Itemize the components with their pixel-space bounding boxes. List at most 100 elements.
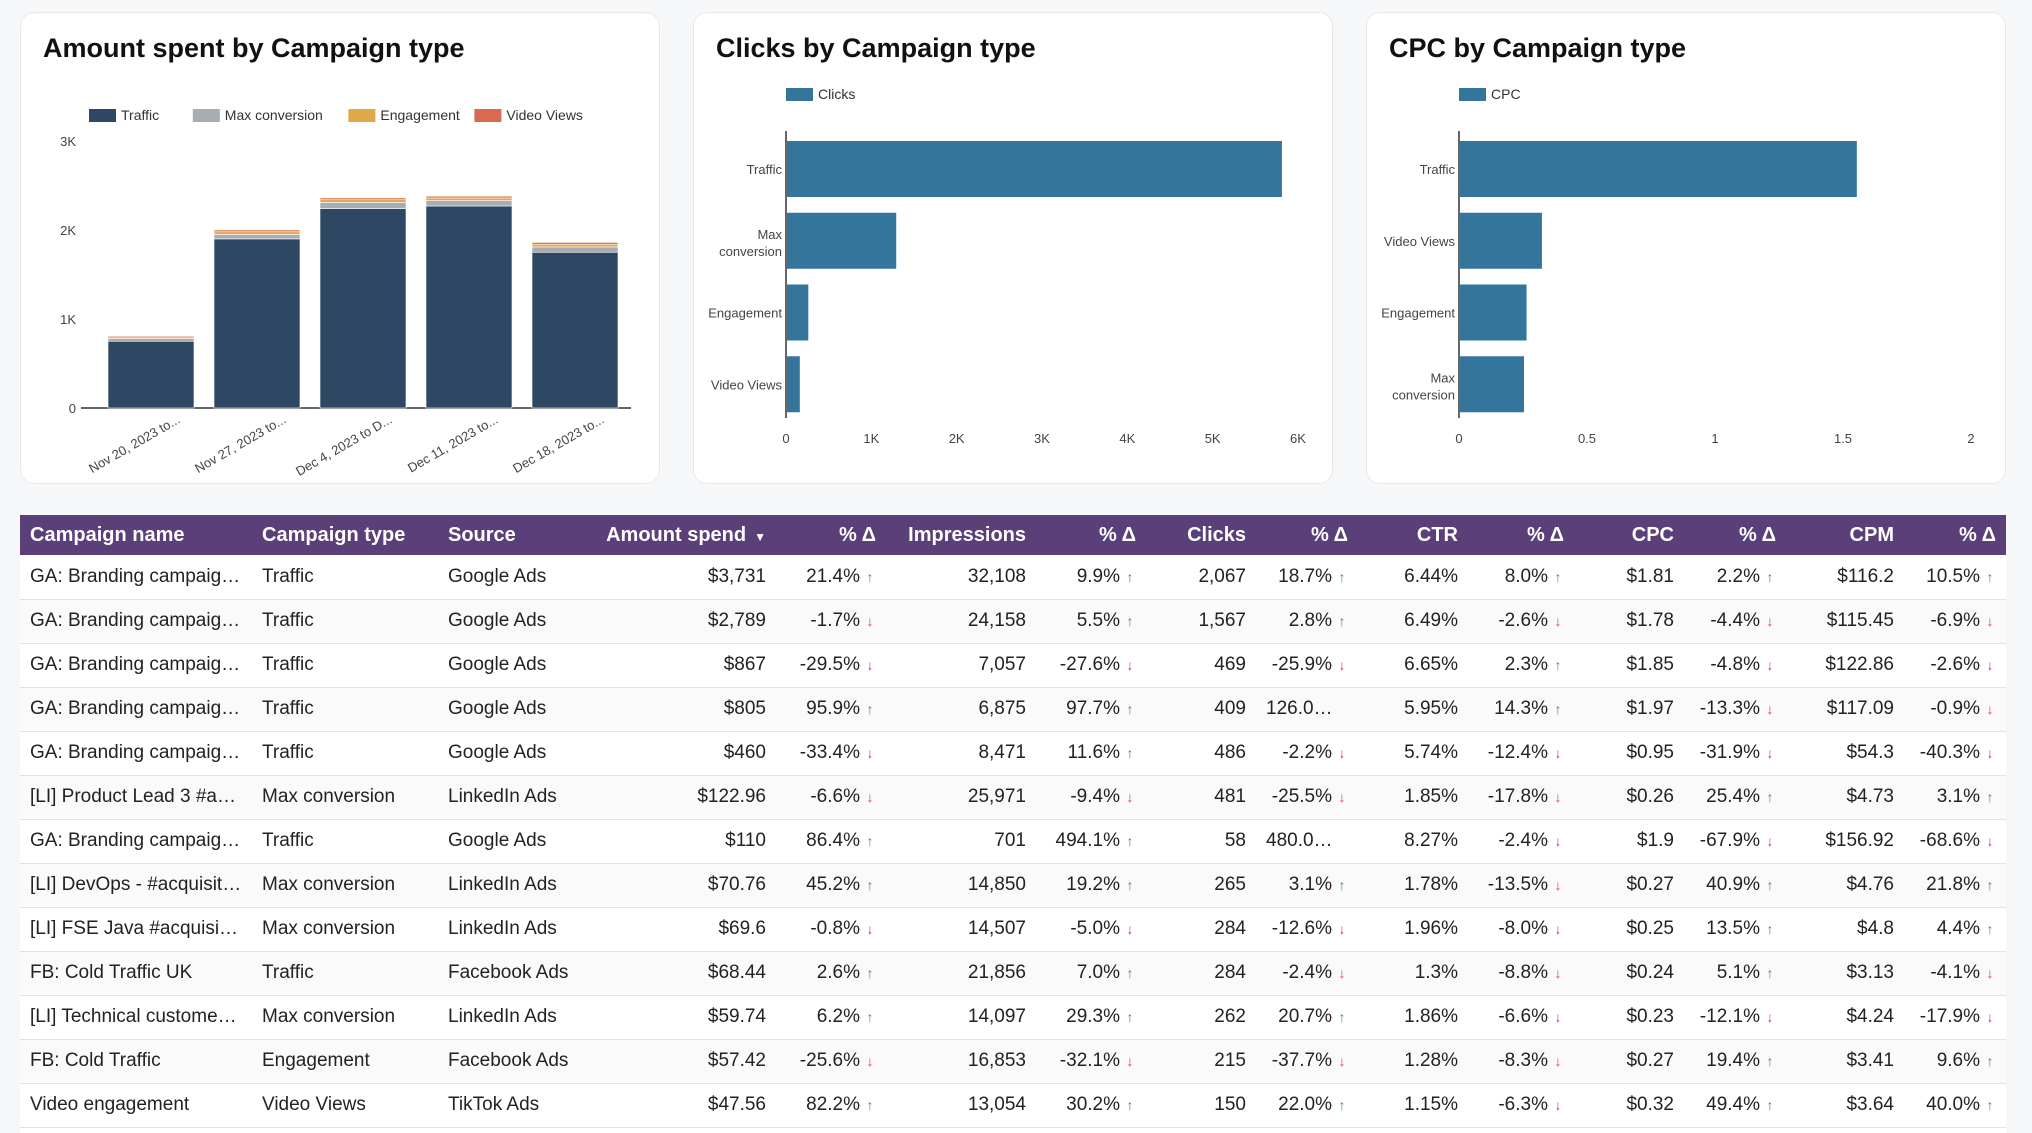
column-header-4[interactable]: % Δ [776,515,886,555]
y-tick-label: Traffic [747,162,783,177]
column-header-12[interactable]: % Δ [1684,515,1786,555]
column-header-label: % Δ [1959,523,1996,546]
table-row[interactable]: GA: Branding campaign… Traffic Google Ads $… [20,599,2006,644]
trend-up-icon: ↑ [866,1097,874,1113]
trend-down-icon: ↓ [866,921,874,937]
table-cell: -67.9% ↓ [1684,819,1786,864]
column-header-label: Campaign type [262,523,406,546]
cell-value: 24,158 [967,610,1026,631]
column-header-label: % Δ [839,523,876,546]
column-header-13[interactable]: CPM [1786,515,1904,555]
table-cell: $117.09 [1786,687,1904,732]
table-cell: -2.4% ↓ [1468,819,1574,864]
cell-value: Engagement [262,1050,370,1071]
cell-value: 95.9% [806,698,860,719]
table-row[interactable]: [LI] FSE Java #acquisiti… Max conversion L… [20,907,2006,952]
table-row[interactable]: FB: Cold Traffic UK Traffic Facebook Ads $6… [20,951,2006,996]
clicks-title: Clicks by Campaign type [716,33,1036,63]
column-header-1[interactable]: Campaign type [252,515,438,555]
table-row[interactable]: GA: Branding campaign… Traffic Google Ads $… [20,819,2006,864]
column-header-10[interactable]: % Δ [1468,515,1574,555]
trend-up-icon: ↑ [1986,789,1994,805]
sort-desc-icon[interactable]: ▼ [754,529,766,544]
trend-down-icon: ↓ [866,745,874,761]
column-header-3[interactable]: Amount spend ▼ [588,515,776,555]
table-cell: 481 [1146,775,1256,820]
table-cell: 5.74% [1358,731,1468,776]
table-cell: GA: Branding campaign… [20,599,252,644]
table-cell: 16,853 [886,1039,1036,1084]
column-header-9[interactable]: CTR [1358,515,1468,555]
table-cell: $460 [588,731,776,776]
table-cell: 5.5% ↑ [1036,599,1146,644]
table-cell: $867 [588,643,776,688]
table-row[interactable]: FB: Cold Traffic Engagement Facebook Ads $5… [20,1039,2006,1084]
table-cell: 1.15% [1358,1083,1468,1128]
y-tick-label: Engagement [1381,306,1455,321]
table-row[interactable]: GA: Branding campaign… Traffic Google Ads $… [20,555,2006,600]
y-tick-label: 0 [69,401,76,416]
cell-value: $805 [723,698,766,719]
cell-value: 1.78% [1404,874,1458,895]
table-row[interactable]: [LI] Technical customer … Max conversion L… [20,995,2006,1040]
cell-value: $3.64 [1846,1094,1894,1115]
column-header-0[interactable]: Campaign name [20,515,252,555]
trend-down-icon: ↓ [1766,701,1774,717]
cell-value: 6.49% [1404,610,1458,631]
bar-max-conversion [1460,356,1524,413]
column-header-6[interactable]: % Δ [1036,515,1146,555]
trend-down-icon: ↓ [866,1053,874,1069]
column-header-5[interactable]: Impressions [886,515,1036,555]
cell-value: $0.24 [1626,962,1674,983]
cell-value: $3.41 [1846,1050,1894,1071]
table-row[interactable]: GA: Branding campaign… Traffic Google Ads $… [20,731,2006,776]
amount-spent-title: Amount spent by Campaign type [43,33,465,63]
table-cell: $0.23 [1574,995,1684,1040]
table-cell: GA: Branding campaign… [20,819,252,864]
bar-max-conversion [425,200,513,207]
trend-up-icon: ↑ [1126,877,1134,893]
table-row[interactable]: GA: Branding campaign… Traffic Google Ads $… [20,687,2006,732]
column-header-2[interactable]: Source [438,515,588,555]
campaign-table-container: Campaign name Campaign type Source Amount s… [20,515,2006,1133]
cell-value: 58 [1224,830,1246,851]
table-cell: 7,057 [886,643,1036,688]
table-cell: 3.1% ↑ [1904,775,2006,820]
table-cell: $54.3 [1786,731,1904,776]
cell-value: 1.15% [1404,1094,1458,1115]
cell-value: 5.1% [1716,962,1760,983]
cell-value: $4.8 [1857,918,1894,939]
column-header-11[interactable]: CPC [1574,515,1684,555]
table-cell: -1.7% ↓ [776,599,886,644]
table-cell: Video Views [252,1083,438,1128]
cell-value: 19.2% [1066,874,1120,895]
trend-down-icon: ↓ [1338,965,1346,981]
cell-value: 215 [1214,1050,1246,1071]
cell-value: 6.2% [816,1006,860,1027]
table-cell: 262 [1146,995,1256,1040]
trend-up-icon: ↑ [1353,701,1358,717]
table-row[interactable]: GA: Branding campaign… Traffic Google Ads $… [20,643,2006,688]
trend-down-icon: ↓ [1554,1097,1562,1113]
bar-engagement [787,284,809,341]
table-row[interactable]: [LI] Product Lead 3 #ac… Max conversion Li… [20,775,2006,820]
column-header-7[interactable]: Clicks [1146,515,1256,555]
cell-value: -8.0% [1498,918,1548,939]
cell-value: -31.9% [1699,742,1760,763]
table-cell: 25,971 [886,775,1036,820]
table-cell: -0.9% ↓ [1904,687,2006,732]
table-body: GA: Branding campaign… Traffic Google Ads $… [20,555,2006,1128]
cell-value: $0.27 [1626,874,1674,895]
table-cell: 150 [1146,1083,1256,1128]
cell-value: 29.3% [1066,1006,1120,1027]
table-cell: -8.8% ↓ [1468,951,1574,996]
table-cell: 701 [886,819,1036,864]
column-header-8[interactable]: % Δ [1256,515,1358,555]
cell-value: -13.5% [1487,874,1548,895]
column-header-14[interactable]: % Δ [1904,515,2006,555]
trend-down-icon: ↓ [866,789,874,805]
table-cell: 21,856 [886,951,1036,996]
table-row[interactable]: Video engagement Video Views TikTok Ads $47… [20,1083,2006,1128]
table-row[interactable]: [LI] DevOps - #acquisition Max conversion… [20,863,2006,908]
cell-value: 21.4% [806,565,860,587]
